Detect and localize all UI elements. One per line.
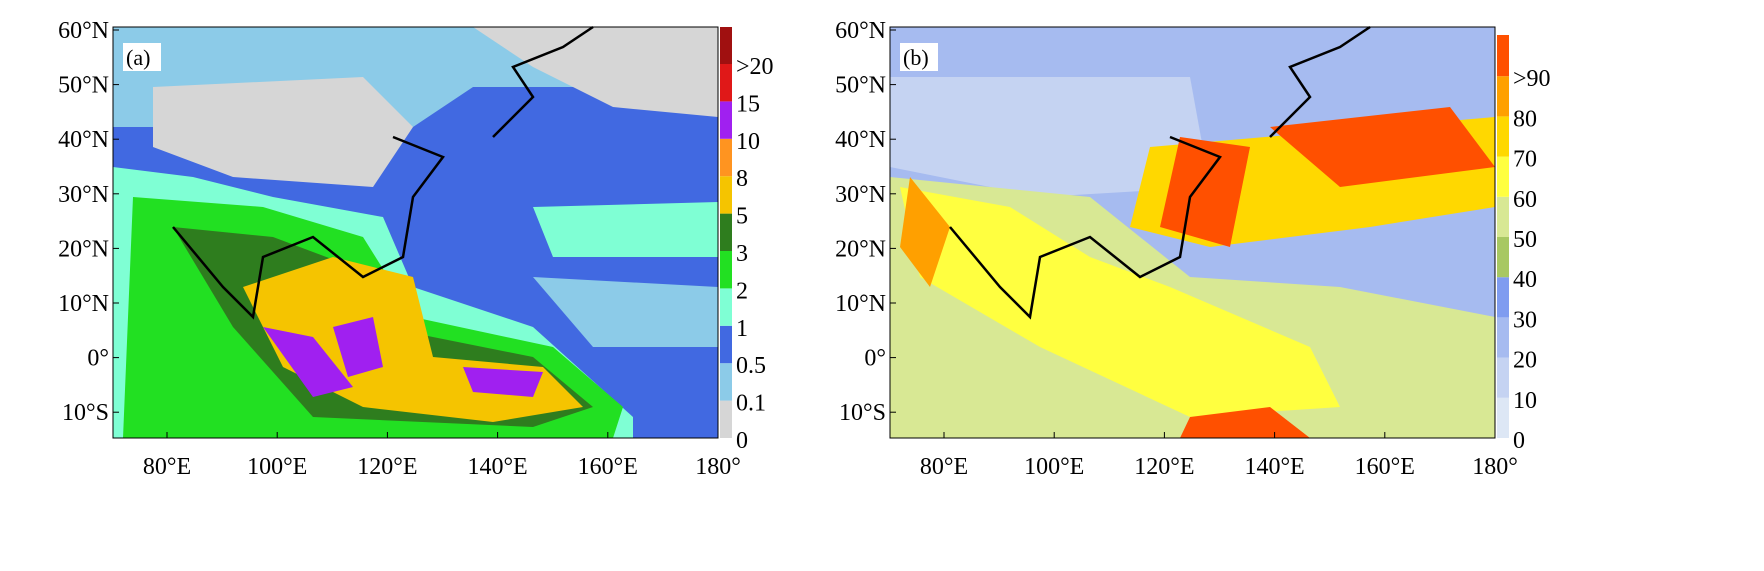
y-tick-label: 0° [864,346,886,372]
colorbar-label: 2 [736,278,748,304]
colorbar-label: 30 [1513,307,1537,333]
map-frame [112,26,719,439]
map-region [333,317,383,377]
x-tick-label: 180° [695,454,741,480]
y-tick-label: 10°S [839,400,886,426]
colorbar-label: 0.5 [736,353,766,379]
y-tick-label: 10°S [62,400,109,426]
map-panel: (b) 80°E 100°E 120°E 140°E 160°E 180° 60°N 50°N 4… [835,18,1550,480]
colorbar-label: 3 [736,241,748,267]
map-region [1180,407,1310,438]
map-region [153,77,413,187]
x-tick-label: 100°E [247,454,307,480]
colorbar-segment [1497,397,1509,438]
y-tick-label: 20°N [835,236,886,262]
x-tick-label: 140°E [1244,454,1304,480]
colorbar-segment [1497,277,1509,318]
y-tick-label: 20°N [58,236,109,262]
x-tick-label: 120°E [1134,454,1194,480]
colorbar-label: 8 [736,166,748,192]
colorbar-segment [720,325,732,364]
y-tick-label: 30°N [58,182,109,208]
y-tick-label: 0° [87,346,109,372]
colorbar-label: 0 [736,428,748,454]
colorbar-segment [1497,156,1509,197]
colorbar-segment [720,101,732,139]
y-tick-label: 40°N [58,127,109,153]
panel-label-box [900,43,938,71]
colorbar-segment [720,176,732,214]
map-panel: (a)80°E 100°E 120°E 140°E 160°E 180°60°N50°N4… [58,18,773,480]
colorbar-segment [1497,237,1509,278]
map-region [463,367,543,397]
x-tick-label: 100°E [1024,454,1084,480]
colorbar-segment [720,213,732,251]
y-tick-label: 50°N [58,73,109,99]
x-tick-label: 80°E [920,454,968,480]
colorbar-label: 0 [1513,428,1525,454]
map-region [533,202,718,257]
coastline [1269,25,1371,138]
y-tick-label: 10°N [58,291,109,317]
x-tick-label: 160°E [578,454,638,480]
colorbar-label: >20 [736,54,774,80]
colorbar-label: 80 [1513,106,1537,132]
colorbar-segment [720,363,732,401]
colorbar-segment [720,138,732,177]
colorbar-segment [720,64,732,102]
colorbar-label: 5 [736,204,748,230]
colorbar-segment [720,400,732,438]
colorbar-segment [1497,357,1509,398]
x-tick-label: 80°E [143,454,191,480]
colorbar-label: 1 [736,316,748,342]
colorbar-label: 0.1 [736,391,766,417]
y-tick-label: 30°N [835,182,886,208]
colorbar-label: 50 [1513,227,1537,253]
colorbar-label: >90 [1513,66,1551,92]
colorbar-label: 10 [1513,388,1537,414]
x-tick-label: 140°E [467,454,527,480]
colorbar-segment [1497,116,1509,157]
x-tick-label: 120°E [357,454,417,480]
colorbar-segment [1497,76,1509,117]
colorbar-label: 10 [736,129,760,155]
map-region [900,177,950,287]
colorbar-label: 60 [1513,187,1537,213]
colorbar-segment [720,251,732,289]
colorbar-label: 70 [1513,147,1537,173]
colorbar-segment [1497,196,1509,237]
colorbar-label: 20 [1513,348,1537,374]
panel-label: (a) [126,45,150,70]
colorbar-segment [1497,317,1509,358]
map-region [900,187,1340,417]
map-region [890,77,1210,197]
coastline [949,135,1222,320]
coastline [172,135,445,320]
map-region [1270,107,1495,187]
y-tick-label: 40°N [835,127,886,153]
y-tick-label: 60°N [835,18,886,44]
map-region [533,277,718,347]
map-region [263,327,353,397]
map-frame [889,26,1496,439]
colorbar-label: 15 [736,91,760,117]
panel-label-box [123,43,161,71]
x-tick-label: 180° [1472,454,1518,480]
y-tick-label: 10°N [835,291,886,317]
y-tick-label: 60°N [58,18,109,44]
colorbar-segment [1497,35,1509,77]
x-tick-label: 160°E [1355,454,1415,480]
map-region [473,27,718,117]
panel-label: (b) [903,45,929,70]
colorbar-label: 40 [1513,267,1537,293]
coastline [492,25,594,138]
colorbar-segment [720,27,732,64]
y-tick-label: 50°N [835,73,886,99]
map-region [1160,137,1250,247]
colorbar-segment [720,288,732,326]
